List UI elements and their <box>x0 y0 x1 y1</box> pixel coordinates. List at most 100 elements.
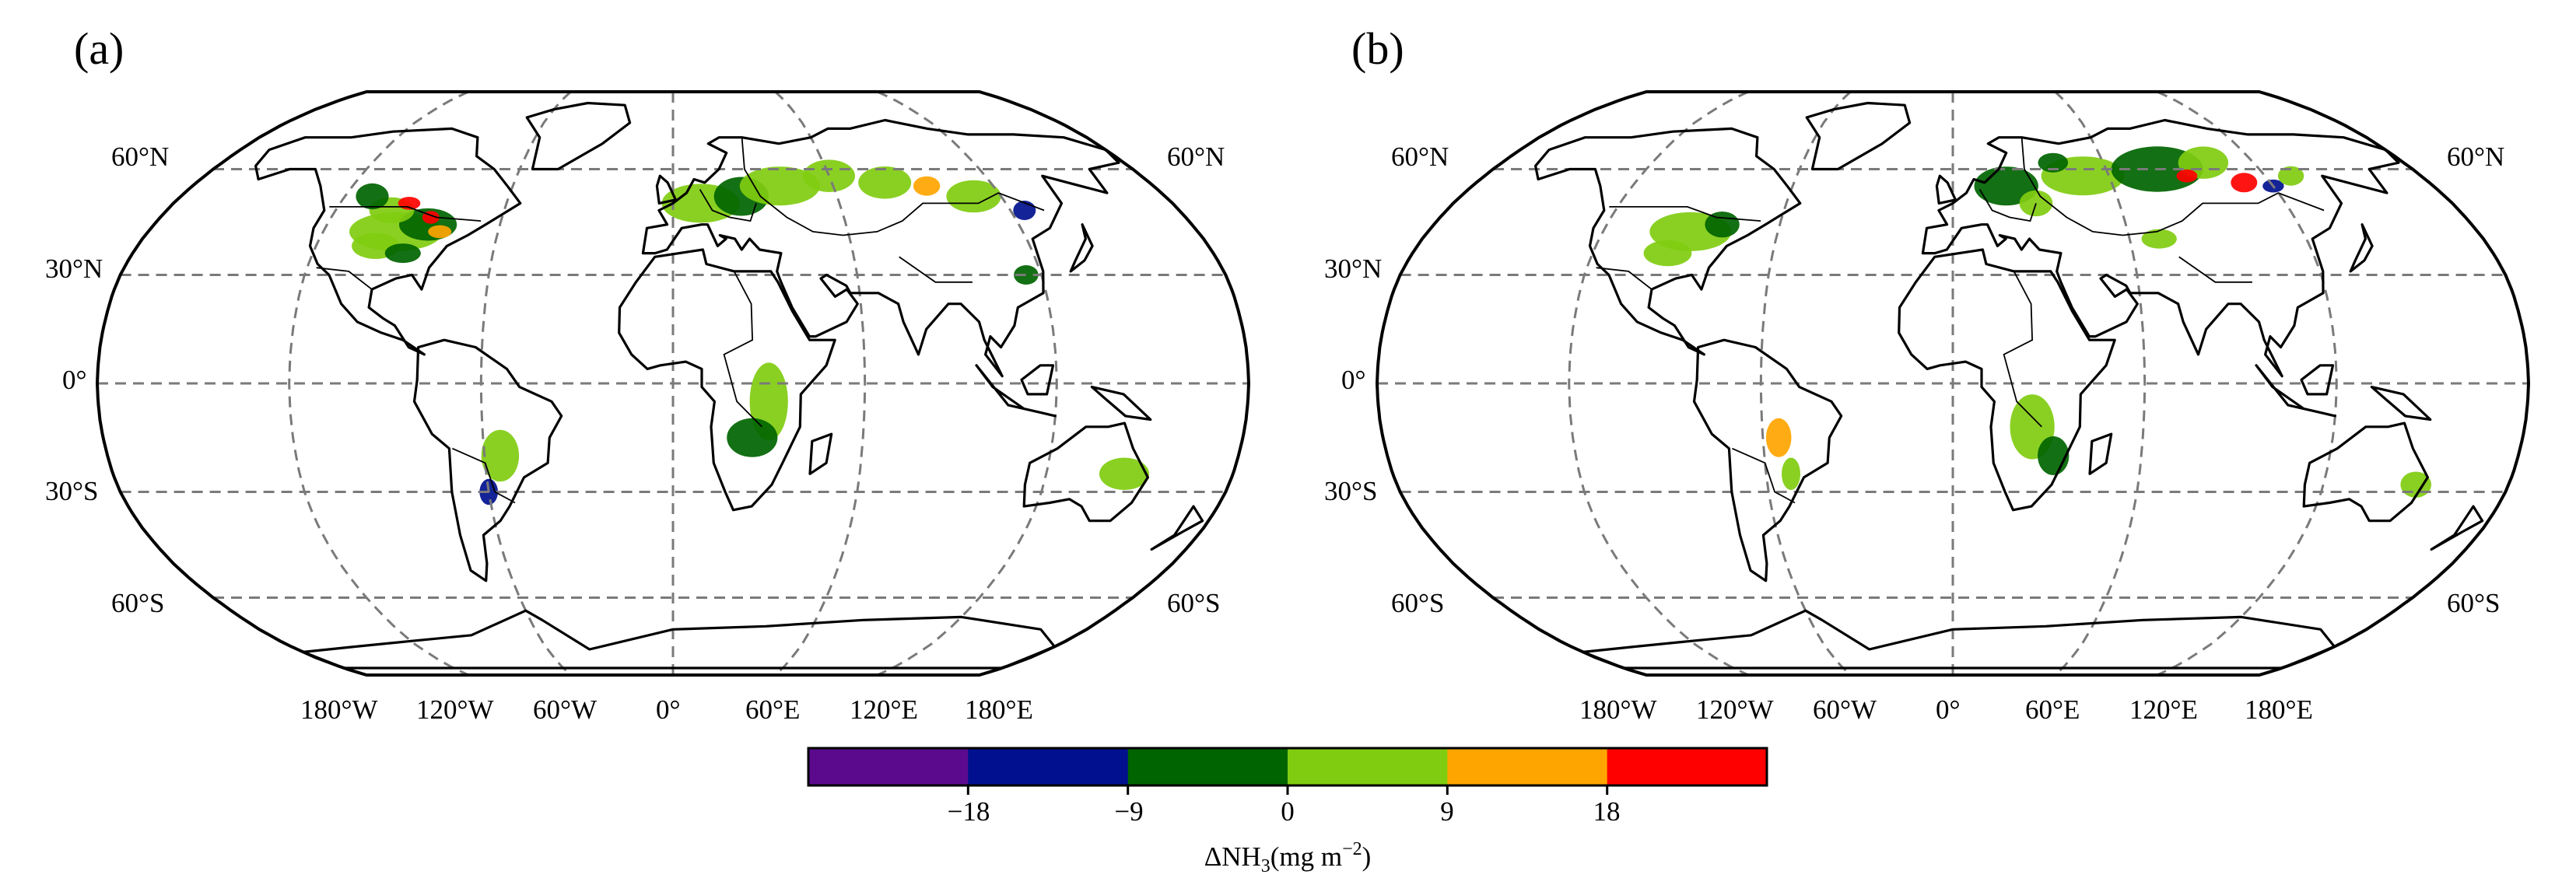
lon-label-180e-b: 180°E <box>2245 694 2313 725</box>
grid-lon--60-b <box>1759 90 1852 677</box>
coastline-japan-a <box>1069 223 1094 273</box>
lat-label-0-left-a: 0° <box>62 365 87 395</box>
map-frame-b <box>1375 90 2531 677</box>
country-border-2-a <box>741 137 1045 236</box>
grid-lon--120-a <box>288 90 470 677</box>
country-border-6-b <box>2178 256 2252 283</box>
colorbar-swatch-6 <box>1607 748 1768 785</box>
map-panel-a: (a) 60°N 30°N 0° 30°S 60°S 60°N 60°S 180… <box>45 23 1251 725</box>
country-border-0-b <box>1609 206 1761 222</box>
lat-label-60s-left-b: 60°S <box>1391 588 1444 618</box>
coastline-eurasia-a <box>641 118 1120 378</box>
lon-labels-b: 180°W 120°W 60°W 0° 60°E 120°E 180°E <box>1579 694 2313 725</box>
graticule-b <box>1377 90 2529 677</box>
nh3-cell-a-22 <box>1014 265 1039 285</box>
country-border-6-a <box>899 256 973 283</box>
grid-lon-120-a <box>876 90 1058 677</box>
colorbar-tick-label-2: −9 <box>1114 796 1143 827</box>
colorbar-label: ΔNH3(mg m−2) <box>1204 839 1372 876</box>
colorbar-swatch-3 <box>1127 748 1288 785</box>
colorbar-swatch-1 <box>808 748 969 785</box>
lon-label-60e-a: 60°E <box>745 694 800 725</box>
coastline-madagascar-a <box>808 432 833 475</box>
coastline-namerica-a <box>254 127 522 356</box>
graticule-a <box>97 90 1249 677</box>
lon-label-120w-b: 120°W <box>1696 694 1774 725</box>
colorbar-swatches <box>808 748 1768 785</box>
country-border-5-b <box>1732 447 1796 504</box>
coastline-greenland-a <box>525 101 632 171</box>
lon-label-120e-b: 120°E <box>2129 694 2198 725</box>
grid-lon-60-b <box>2054 90 2147 677</box>
coastline-newguinea-b <box>2370 386 2432 422</box>
coastline-uk-b <box>1935 174 1957 205</box>
country-border-0-a <box>329 206 482 222</box>
nh3-cell-a-6 <box>356 183 389 210</box>
panel-label-a: (a) <box>74 23 124 74</box>
lat-label-30s-left-b: 30°S <box>1324 476 1377 506</box>
country-border-5-a <box>452 447 516 504</box>
coastline-namerica-b <box>1534 127 1802 356</box>
nh3-cell-a-8 <box>384 243 421 264</box>
lat-label-60n-right-a: 60°N <box>1167 142 1225 172</box>
coastline-nz-b <box>2430 505 2484 551</box>
colorbar-swatch-5 <box>1447 748 1608 785</box>
grid-lon-120-b <box>2156 90 2338 677</box>
country-border-3-a <box>699 189 757 222</box>
lat-label-60n-left-b: 60°N <box>1391 142 1449 172</box>
colorbar-tick-labels: −18 −9 0 9 18 <box>948 796 1621 827</box>
lon-label-180w-b: 180°W <box>1579 694 1657 725</box>
lat-label-60s-right-b: 60°S <box>2447 588 2500 618</box>
nh3-cell-b-17 <box>1782 457 1800 491</box>
colorbar-swatch-2 <box>968 748 1129 785</box>
lon-labels-a: 180°W 120°W 60°W 0° 60°E 120°E 180°E <box>300 694 1033 725</box>
country-border-2-b <box>2020 137 2325 236</box>
colorbar-tick-label-3: 0 <box>1281 796 1295 827</box>
grid-lon--120-b <box>1568 90 1750 677</box>
coastline-africa-b <box>1898 248 2116 512</box>
coastline-australia-b <box>2302 422 2429 523</box>
grid-lon-60-a <box>774 90 867 677</box>
lon-label-60e-b: 60°E <box>2025 694 2080 725</box>
lat-label-60n-left-a: 60°N <box>111 142 169 172</box>
nh3-cell-a-12 <box>803 159 855 192</box>
coastline-borneo-b <box>2300 364 2335 396</box>
coastline-japan-b <box>2349 223 2374 273</box>
nh3-cell-b-10 <box>2277 166 2304 186</box>
lat-label-60s-right-a: 60°S <box>1167 588 1220 618</box>
colorbar-tick-label-1: −18 <box>948 796 990 827</box>
coastline-indonesia-b <box>2255 364 2336 418</box>
nh3-cell-b-7 <box>2176 169 2198 183</box>
coastlines-a <box>254 101 1204 670</box>
grid-lon--60-a <box>479 90 572 677</box>
country-border-4-b <box>2003 271 2042 428</box>
colorbar-tick-label-5: 18 <box>1593 796 1621 827</box>
nh3-cell-a-16 <box>913 176 941 196</box>
coastline-eurasia-b <box>1921 118 2400 378</box>
coastlines-b <box>1534 101 2484 670</box>
lat-label-30n-left-b: 30°N <box>1324 254 1382 284</box>
nh3-cell-b-11 <box>2038 152 2069 173</box>
coastline-australia-a <box>1022 422 1149 523</box>
lon-label-120w-a: 120°W <box>416 694 494 725</box>
coastline-borneo-a <box>1020 364 1055 396</box>
nh3-cell-a-14 <box>946 180 1001 213</box>
nh3-cell-b-14 <box>2038 436 2070 475</box>
nh3-cell-b-8 <box>2231 173 2258 193</box>
colorbar-ticks <box>966 785 1609 795</box>
lon-label-60w-b: 60°W <box>1813 694 1877 725</box>
coastline-nz-a <box>1150 505 1204 551</box>
country-border-4-a <box>723 271 762 428</box>
country-border-1-a <box>316 267 373 290</box>
nh3-cell-a-20 <box>481 429 520 482</box>
nh3-cell-a-13 <box>858 166 912 199</box>
map-frame-a <box>95 90 1251 677</box>
lon-label-120e-a: 120°E <box>850 694 918 725</box>
lat-label-60n-right-b: 60°N <box>2447 142 2504 172</box>
lat-label-0-left-b: 0° <box>1341 365 1366 395</box>
nh3-cell-b-2 <box>1643 240 1692 267</box>
lon-label-0-b: 0° <box>1936 694 1961 725</box>
country-border-1-b <box>1596 267 1652 290</box>
map-panel-b: (b) 60°N 30°N 0° 30°S 60°S 60°N 60°S 180… <box>1324 23 2531 725</box>
